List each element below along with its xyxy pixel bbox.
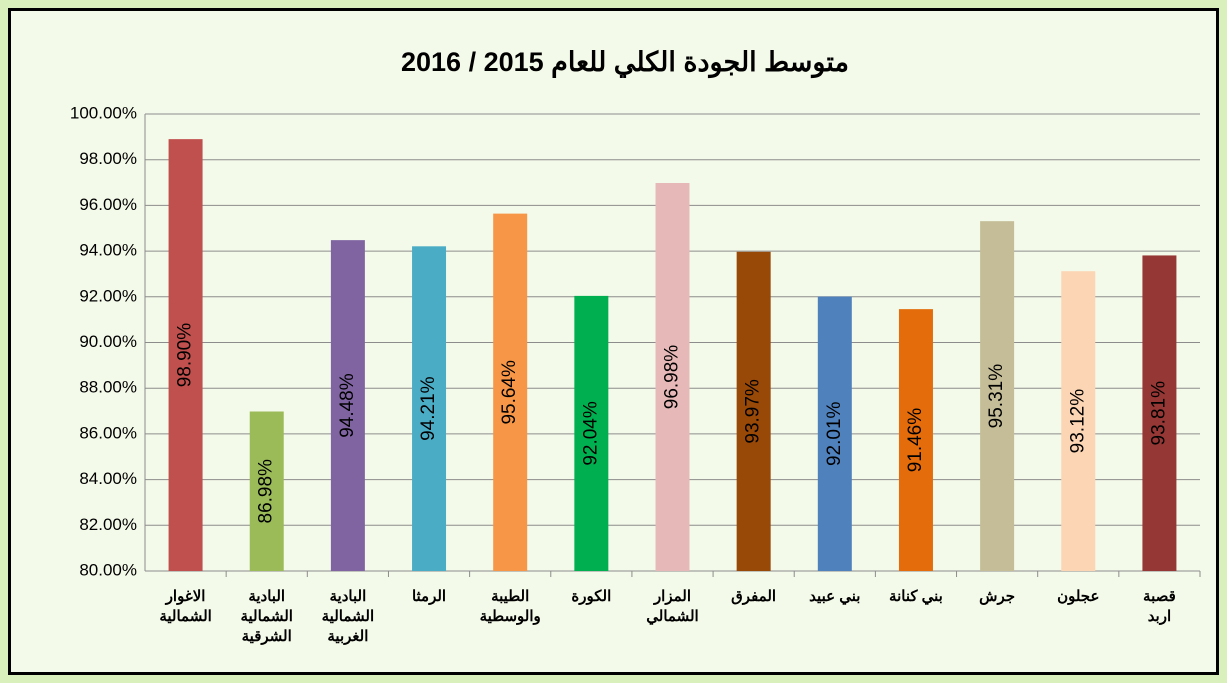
bar <box>817 296 852 571</box>
y-tick-label: 84.00% <box>79 469 137 488</box>
data-label: 94.48% <box>337 373 358 438</box>
data-label: 91.46% <box>905 408 926 473</box>
y-tick-label: 86.00% <box>79 423 137 442</box>
y-tick-label: 88.00% <box>79 378 137 397</box>
bar <box>736 251 771 571</box>
data-label: 86.98% <box>256 459 277 524</box>
y-tick-label: 80.00% <box>79 560 137 579</box>
x-tick-label: بني كنانة <box>889 588 943 605</box>
y-tick-label: 96.00% <box>79 195 137 214</box>
data-label: 93.12% <box>1067 389 1088 454</box>
data-label: 93.81% <box>1148 381 1169 446</box>
bar <box>168 139 203 571</box>
y-tick-label: 82.00% <box>79 515 137 534</box>
x-tick-label: الطيبة والوسطية <box>479 588 541 625</box>
bar <box>898 309 933 571</box>
y-tick-label: 98.00% <box>79 149 137 168</box>
x-tick-label: الكورة <box>571 588 612 605</box>
bar <box>1061 271 1096 571</box>
data-label: 98.90% <box>175 323 196 388</box>
data-label: 94.21% <box>418 376 439 441</box>
y-tick-label: 100.00% <box>70 103 137 122</box>
x-tick-label: البادية الشمالية الغربية <box>321 588 375 645</box>
y-tick-label: 90.00% <box>79 332 137 351</box>
x-tick-label: المفرق <box>731 588 777 605</box>
bar <box>655 183 690 571</box>
chart-frame <box>8 8 1219 675</box>
data-label: 95.31% <box>986 364 1007 429</box>
data-label: 96.98% <box>662 345 683 410</box>
bar <box>1142 255 1177 571</box>
x-tick-label: البادية الشمالية الشرقية <box>240 588 293 645</box>
bar <box>980 221 1015 571</box>
x-tick-label: بني عبيد <box>809 588 861 605</box>
bar <box>249 411 284 571</box>
bar <box>493 213 528 571</box>
bar <box>330 240 365 571</box>
chart-title: متوسط الجودة الكلي للعام 2015 / 2016 <box>401 47 849 79</box>
y-tick-label: 92.00% <box>79 286 137 305</box>
bar <box>574 295 609 571</box>
data-label: 92.04% <box>580 401 601 466</box>
x-tick-label: المزار الشمالي <box>646 588 699 625</box>
x-tick-label: الرمثا <box>411 588 447 605</box>
x-tick-label: جرش <box>979 588 1016 605</box>
data-label: 92.01% <box>824 401 845 466</box>
x-tick-label: قصبة اربد <box>1143 588 1176 625</box>
y-tick-label: 94.00% <box>79 241 137 260</box>
data-label: 93.97% <box>743 379 764 444</box>
data-label: 95.64% <box>499 360 520 425</box>
x-tick-label: عجلون <box>1057 588 1100 605</box>
bar <box>412 246 447 571</box>
x-tick-label: الاغوار الشمالية <box>159 588 212 625</box>
